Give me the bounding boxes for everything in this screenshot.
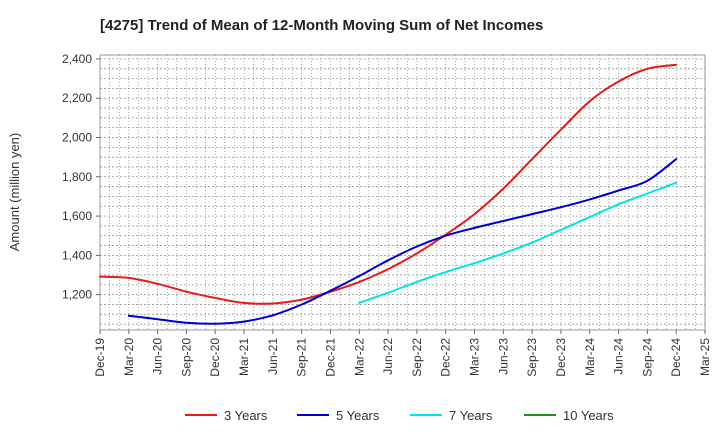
x-tick-label: Dec-24: [669, 338, 683, 377]
y-tick-label: 2,000: [62, 131, 92, 145]
x-tick-label: Jun-20: [151, 338, 165, 375]
x-tick-label: Mar-23: [468, 338, 482, 376]
x-tick-label: Sep-21: [295, 338, 309, 377]
x-tick-label: Mar-20: [122, 338, 136, 376]
x-tick-label: Dec-19: [93, 338, 107, 377]
x-tick-label: Jun-23: [496, 338, 510, 375]
y-axis-ticks: 1,200 1,400 1,600 1,800 2,000 2,200 2,400: [62, 52, 100, 302]
x-tick-label: Dec-20: [208, 338, 222, 377]
y-tick-label: 1,600: [62, 209, 92, 223]
y-axis-label: Amount (million yen): [7, 133, 22, 252]
x-tick-label: Dec-23: [554, 338, 568, 377]
legend-label-10-years: 10 Years: [563, 408, 614, 423]
series-line-7-years: [358, 181, 678, 304]
chart-title: [4275] Trend of Mean of 12-Month Moving …: [100, 17, 543, 34]
x-tick-label: Mar-25: [698, 338, 712, 376]
y-tick-label: 1,400: [62, 248, 92, 262]
plot-area: [99, 54, 706, 331]
x-tick-label: Jun-22: [381, 338, 395, 375]
y-tick-label: 1,200: [62, 288, 92, 302]
y-tick-label: 1,800: [62, 170, 92, 184]
y-tick-label: 2,200: [62, 91, 92, 105]
legend-label-3-years: 3 Years: [224, 408, 268, 423]
x-tick-label: Mar-21: [237, 338, 251, 376]
gridlines: [100, 55, 705, 330]
x-tick-label: Mar-24: [583, 338, 597, 376]
x-tick-label: Sep-20: [179, 338, 193, 377]
x-tick-label: Sep-23: [525, 338, 539, 377]
x-axis-ticks: Dec-19 Mar-20 Jun-20 Sep-20 Dec-20 Mar-21 Jun-…: [93, 330, 712, 377]
x-tick-label: Jun-24: [612, 338, 626, 375]
legend-label-5-years: 5 Years: [336, 408, 380, 423]
series-lines: [99, 63, 678, 325]
x-tick-label: Jun-21: [266, 338, 280, 375]
x-tick-label: Dec-21: [323, 338, 337, 377]
legend-label-7-years: 7 Years: [449, 408, 493, 423]
x-tick-label: Dec-22: [439, 338, 453, 377]
series-line-3-years: [99, 63, 678, 305]
legend: 3 Years 5 Years 7 Years 10 Years: [185, 408, 614, 423]
x-tick-label: Sep-22: [410, 338, 424, 377]
x-tick-label: Sep-24: [640, 338, 654, 377]
y-tick-label: 2,400: [62, 52, 92, 66]
x-tick-label: Mar-22: [352, 338, 366, 376]
series-line-5-years: [127, 158, 678, 325]
